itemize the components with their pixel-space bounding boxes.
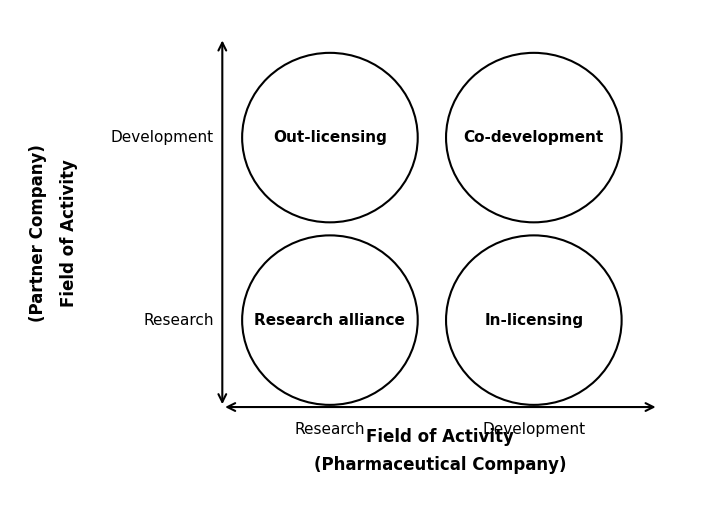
Text: Development: Development (482, 422, 586, 437)
Ellipse shape (446, 235, 622, 405)
Text: Field of Activity: Field of Activity (60, 159, 79, 307)
Text: Co-development: Co-development (464, 130, 604, 145)
Text: (Pharmaceutical Company): (Pharmaceutical Company) (314, 456, 566, 474)
Ellipse shape (242, 53, 418, 223)
Text: In-licensing: In-licensing (484, 313, 583, 328)
Text: (Partner Company): (Partner Company) (29, 144, 47, 322)
Ellipse shape (446, 53, 622, 223)
Text: Field of Activity: Field of Activity (367, 428, 514, 446)
Text: Research: Research (295, 422, 365, 437)
Text: Development: Development (110, 130, 214, 145)
Text: Out-licensing: Out-licensing (273, 130, 387, 145)
Text: Research alliance: Research alliance (254, 313, 406, 328)
Ellipse shape (242, 235, 418, 405)
Text: Research: Research (143, 313, 214, 328)
